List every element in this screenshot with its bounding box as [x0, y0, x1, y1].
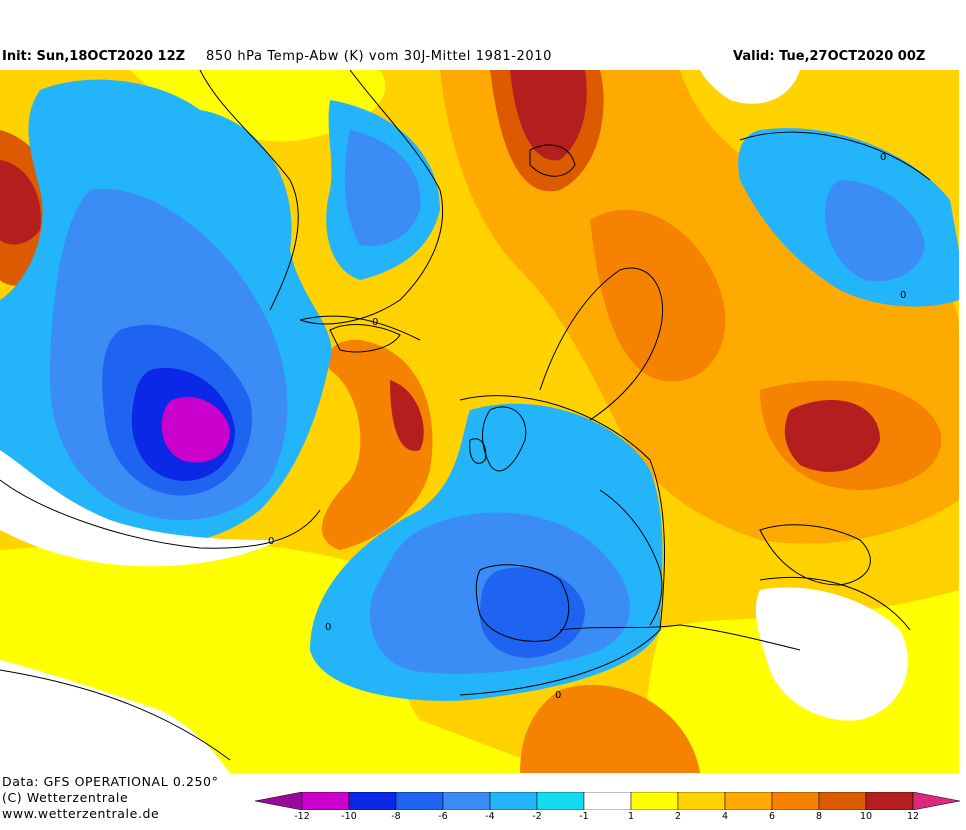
coastline-iceland	[329, 324, 401, 353]
legend-tick-label: -1	[579, 811, 589, 822]
coastline-north-africa	[559, 624, 801, 651]
legend-swatch	[912, 791, 961, 811]
zero-contour-russia	[739, 131, 931, 181]
red-anomaly-canada	[0, 160, 41, 245]
legend-tick-label: 10	[859, 811, 873, 822]
blue-anomaly-greenland-sea	[344, 130, 421, 247]
map-title: 850 hPa Temp-Abw (K) vom 30J-Mittel 1981…	[206, 49, 552, 64]
init-time-label: Init: Sun,18OCT2020 12Z	[2, 49, 186, 64]
contour-labels: 0 0 0 0 0 0	[268, 152, 906, 701]
coastline-greenland-east	[299, 70, 444, 325]
legend-swatch	[630, 791, 679, 811]
legend-swatch	[254, 791, 303, 811]
legend-tick-label: -8	[391, 811, 401, 822]
zero-contour-europe	[459, 395, 665, 696]
legend-swatch	[442, 791, 491, 811]
legend-swatch	[677, 791, 726, 811]
coastline-black-sea	[759, 524, 871, 586]
map-header: Init: Sun,18OCT2020 12Z 850 hPa Temp-Abw…	[0, 0, 966, 70]
coastline-greenland-west	[199, 70, 299, 311]
yellow-anomaly-arctic	[130, 70, 386, 142]
legend-swatch	[395, 791, 444, 811]
map-footer: Data: GFS OPERATIONAL 0.250° (C) Wetterz…	[0, 773, 966, 830]
legend-tick-label: 1	[627, 811, 635, 822]
valid-time-label: Valid: Tue,27OCT2020 00Z	[733, 49, 926, 64]
neutral-anomaly-sw-corner	[0, 660, 230, 773]
zero-contours	[0, 131, 931, 761]
deep-blue-anomaly-iberia	[480, 567, 585, 658]
neutral-anomaly-atlantic	[0, 450, 280, 567]
contour-label: 0	[900, 290, 906, 301]
legend-swatch	[536, 791, 585, 811]
coastline-ireland	[469, 438, 487, 464]
legend-tick-label: -12	[294, 811, 310, 822]
neutral-anomaly-middle-east	[755, 587, 908, 721]
coastline-britain	[482, 406, 527, 472]
map-canvas: 0 0 0 0 0 0	[0, 70, 959, 773]
data-source-label: Data: GFS OPERATIONAL 0.250°	[2, 774, 219, 789]
legend-swatch	[301, 791, 350, 811]
dark-orange-anomaly-finland	[590, 209, 726, 382]
red-anomaly-ukraine	[784, 400, 880, 472]
legend-swatch	[489, 791, 538, 811]
orange-anomaly-north-africa	[520, 684, 700, 773]
red-anomaly-svalbard	[510, 70, 587, 161]
legend-swatch	[583, 791, 632, 811]
website-label: www.wetterzentrale.de	[2, 806, 160, 821]
legend-tick-label: 8	[815, 811, 823, 822]
color-legend: -12 -10 -8 -6 -4 -2 -1 1 2 4 6 8 10 12	[254, 791, 961, 826]
blue-anomaly-russia	[825, 180, 925, 282]
legend-tick-label: -2	[532, 811, 542, 822]
legend-tick-label: -4	[485, 811, 495, 822]
zero-contour-sw	[0, 669, 231, 761]
copyright-label: (C) Wetterzentrale	[2, 790, 129, 805]
legend-tick-label: -10	[341, 811, 357, 822]
legend-swatch	[348, 791, 397, 811]
coastline-scandinavia	[539, 267, 664, 421]
coastline-svalbard	[529, 144, 576, 177]
contour-label: 0	[325, 622, 331, 633]
contour-label: 0	[555, 690, 561, 701]
zero-contour-atlantic	[0, 479, 321, 549]
coastline-italy	[599, 489, 663, 626]
legend-tick-label: 4	[721, 811, 729, 822]
contour-label: 0	[268, 536, 274, 547]
coastline-iberia	[475, 564, 570, 642]
coastlines	[199, 70, 871, 651]
legend-swatch	[771, 791, 820, 811]
contour-label: 0	[880, 152, 886, 163]
red-anomaly-atlantic-ridge	[390, 380, 424, 451]
legend-swatch	[724, 791, 773, 811]
legend-colorbar	[254, 791, 961, 811]
legend-tick-label: 12	[906, 811, 920, 822]
magenta-anomaly-north-atlantic	[161, 396, 230, 463]
neutral-anomaly-arctic-east	[700, 70, 800, 104]
legend-swatch	[818, 791, 867, 811]
legend-tick-label: -6	[438, 811, 448, 822]
temperature-anomaly-map: 0 0 0 0 0 0	[0, 70, 959, 773]
legend-tick-label: 2	[674, 811, 682, 822]
legend-swatch	[865, 791, 914, 811]
legend-tick-label: 6	[768, 811, 776, 822]
zero-contour-middle-east	[759, 577, 911, 631]
contour-label: 0	[372, 317, 378, 328]
